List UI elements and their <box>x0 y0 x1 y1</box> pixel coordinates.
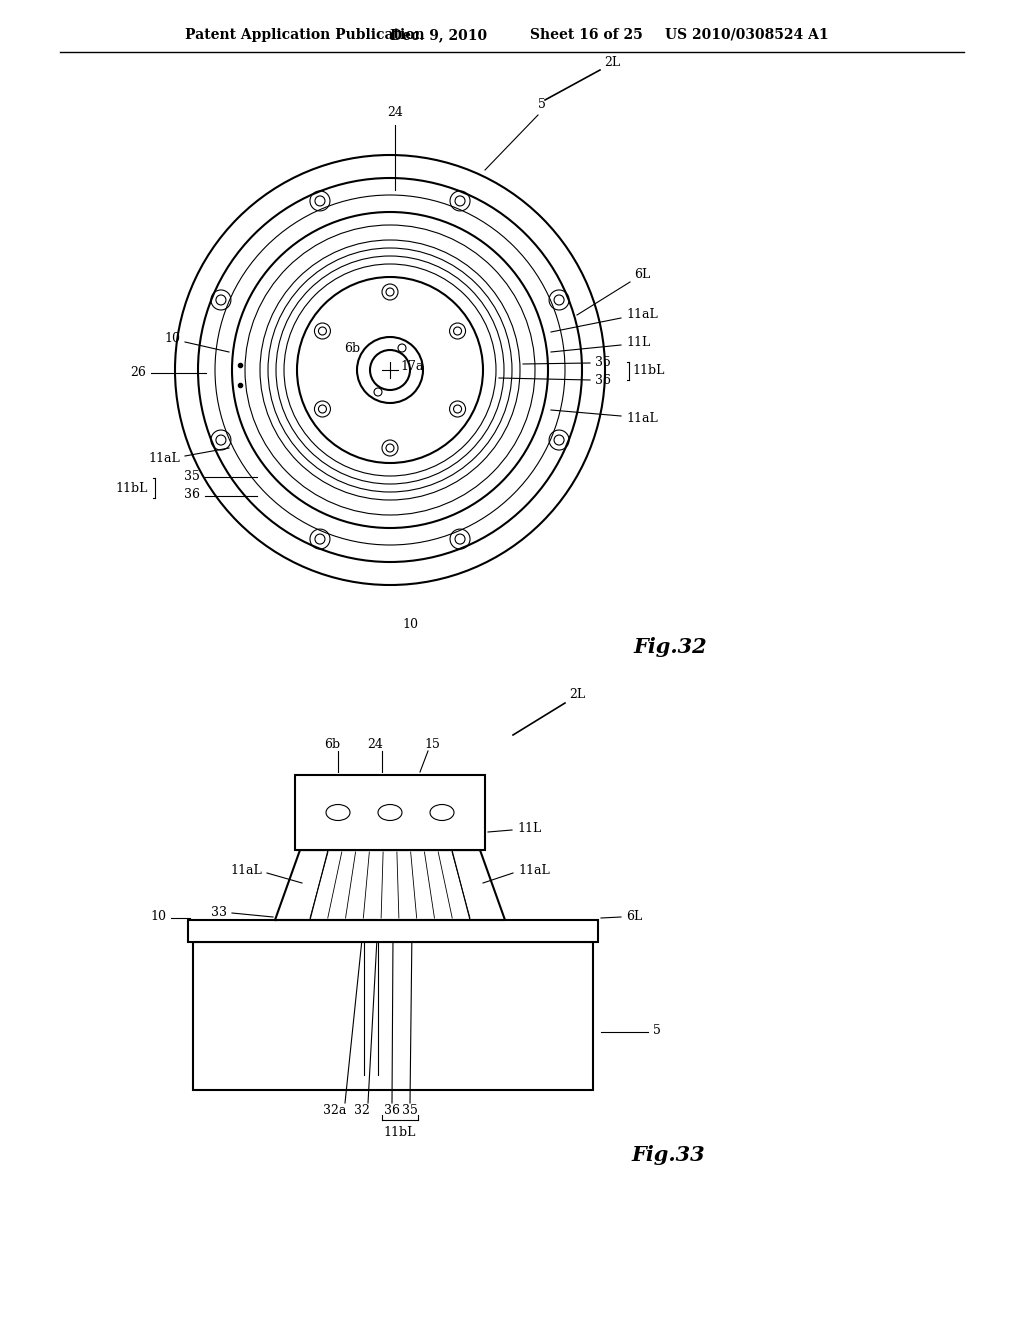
Text: 11aL: 11aL <box>148 451 180 465</box>
Text: 36: 36 <box>595 374 611 387</box>
Text: 11bL: 11bL <box>116 482 148 495</box>
Text: 2L: 2L <box>604 55 621 69</box>
Text: 36: 36 <box>184 488 200 502</box>
Text: 24: 24 <box>367 738 383 751</box>
Text: 11L: 11L <box>626 337 650 350</box>
Text: 36: 36 <box>384 1104 400 1117</box>
Text: 11aL: 11aL <box>626 412 657 425</box>
Text: 6b: 6b <box>324 738 340 751</box>
Text: 10: 10 <box>150 911 166 924</box>
Text: Fig.32: Fig.32 <box>633 638 707 657</box>
Text: 11bL: 11bL <box>384 1126 416 1139</box>
Text: 15: 15 <box>424 738 440 751</box>
Text: 5: 5 <box>653 1023 660 1036</box>
Bar <box>188 920 598 942</box>
Text: 10: 10 <box>164 331 180 345</box>
Text: 11bL: 11bL <box>632 364 665 378</box>
Text: 32: 32 <box>354 1104 370 1117</box>
Text: 11aL: 11aL <box>626 309 657 322</box>
Text: 2L: 2L <box>569 689 585 701</box>
Text: 10: 10 <box>402 619 418 631</box>
Text: 26: 26 <box>130 367 146 380</box>
Text: 35: 35 <box>402 1104 418 1117</box>
Text: 35: 35 <box>184 470 200 483</box>
Text: 24: 24 <box>387 107 402 120</box>
Text: US 2010/0308524 A1: US 2010/0308524 A1 <box>665 28 828 42</box>
Bar <box>295 775 485 850</box>
Text: 17a: 17a <box>400 360 424 374</box>
Text: 11aL: 11aL <box>518 863 550 876</box>
Bar <box>193 942 593 1090</box>
Text: Sheet 16 of 25: Sheet 16 of 25 <box>530 28 643 42</box>
Text: 32a: 32a <box>324 1104 347 1117</box>
Text: 6L: 6L <box>634 268 650 281</box>
Text: Dec. 9, 2010: Dec. 9, 2010 <box>390 28 487 42</box>
Text: 6L: 6L <box>626 911 642 924</box>
Text: 11L: 11L <box>517 821 542 834</box>
Text: 5: 5 <box>538 99 546 111</box>
Text: 33: 33 <box>211 906 227 919</box>
Text: 6b: 6b <box>344 342 360 355</box>
Text: Fig.33: Fig.33 <box>631 1144 705 1166</box>
Text: 35: 35 <box>595 355 611 368</box>
Text: Patent Application Publication: Patent Application Publication <box>185 28 425 42</box>
Text: 11aL: 11aL <box>230 863 262 876</box>
